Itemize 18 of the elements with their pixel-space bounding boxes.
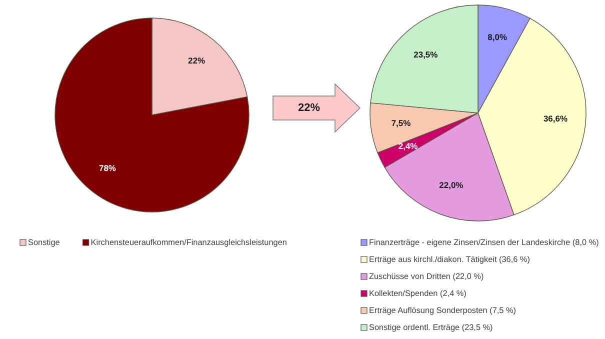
data-label: 36,6% [543, 114, 568, 124]
data-label: 23,5% [414, 50, 438, 60]
data-label: 22% [188, 55, 206, 66]
legend-label: Sonstige [28, 238, 60, 248]
data-label: 22,0% [439, 180, 464, 190]
legend-label: Sonstige ordentl. Erträge (23,5 %) [369, 323, 494, 332]
legend-label: Finanzerträge - eigene Zinsen/Zinsen der Landeskirche (8,0 %) [369, 238, 600, 248]
data-label: 7,5% [391, 118, 412, 128]
legend-label: Zuschüsse von Dritten (22,0 %) [369, 272, 484, 282]
legend-label: Kollekten/Spenden (2,4 %) [369, 289, 467, 298]
legend-label: Kirchensteueraufkommen/Finanzausgleichsleistungen [90, 238, 288, 248]
legend-label: Erträge aus kirchl./diakon. Tätigkeit (36,6 %) [369, 255, 530, 264]
legend-label: Erträge Auflösung Sonderposten (7,5 %) [369, 306, 516, 316]
text: 22% [298, 102, 320, 114]
data-label: 2,4% [398, 141, 418, 152]
pie-slice [54, 18, 250, 212]
data-label: 8,0% [488, 32, 508, 42]
data-label: 78% [98, 163, 116, 174]
